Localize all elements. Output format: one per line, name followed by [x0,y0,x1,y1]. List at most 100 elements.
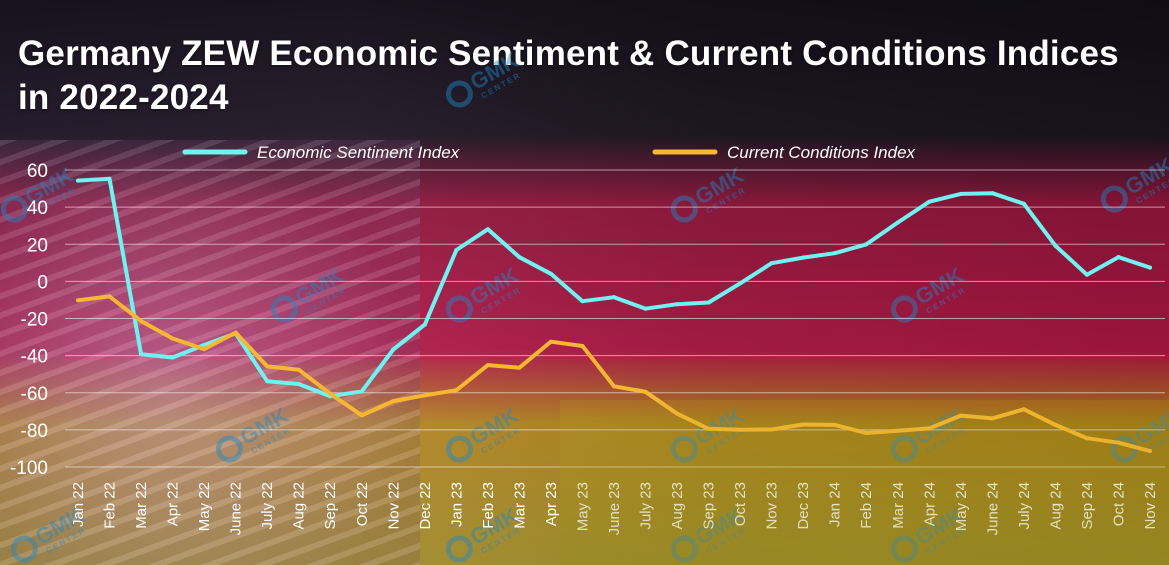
data-point [328,391,333,396]
data-point [738,281,743,286]
y-tick-label: 0 [37,272,48,293]
data-point [832,251,837,256]
data-point [1084,436,1089,441]
data-point [1116,255,1121,260]
x-tick-label: Sep 23 [701,482,718,530]
data-point [895,220,900,225]
x-tick-label: Aug 22 [291,482,308,530]
x-tick-label: Apr 22 [165,482,182,526]
data-point [580,299,585,304]
data-point [927,426,932,431]
data-point [517,365,522,370]
data-point [107,294,112,299]
data-point [359,413,364,418]
watermark-ring-icon [445,535,473,563]
data-point [990,416,995,421]
data-point [265,379,270,384]
x-tick-label: Apr 23 [543,482,560,526]
data-point [296,382,301,387]
y-tick-label: -20 [21,310,48,331]
data-point [927,199,932,204]
x-tick-label: July 24 [1016,482,1033,530]
x-tick-label: June 23 [606,482,623,535]
x-tick-label: Nov 24 [1142,482,1159,530]
data-point [233,330,238,335]
x-tick-label: Oct 22 [354,482,371,526]
data-point [643,389,648,394]
x-tick-label: July 22 [259,482,276,530]
x-tick-label: Jan 22 [70,482,87,527]
y-tick-label: -80 [21,421,48,442]
y-tick-label: -60 [21,384,48,405]
watermark-ring-icon [10,535,38,563]
data-point [170,336,175,341]
data-point [706,300,711,305]
data-point [1148,265,1152,270]
watermark-ring-icon [1100,185,1128,213]
data-point [1084,272,1089,277]
data-point [391,347,396,352]
data-point [738,427,743,432]
y-tick-label: 60 [27,161,48,182]
economic-sentiment-line [76,176,1152,399]
data-point [612,295,616,300]
legend-label-sentiment: Economic Sentiment Index [257,143,460,162]
y-tick-label: -40 [21,347,48,368]
watermark-ring-icon [890,295,918,323]
x-tick-label: Oct 24 [1110,482,1127,526]
data-point [1053,422,1058,427]
x-tick-label: Mar 23 [511,482,528,529]
data-point [1021,201,1026,206]
chart-title: Germany ZEW Economic Sentiment & Current… [18,34,1119,117]
data-point [1053,243,1058,248]
x-tick-label: June 24 [984,482,1001,535]
data-point [76,178,80,183]
data-point [895,428,900,433]
x-tick-label: Mar 22 [133,482,150,529]
x-tick-label: Aug 24 [1047,482,1064,530]
x-tick-label: Sep 24 [1079,482,1096,530]
x-tick-label: Apr 24 [921,482,938,526]
data-point [580,343,585,348]
data-point [801,422,806,427]
x-tick-label: Dec 22 [417,482,434,530]
data-point [454,248,459,253]
data-point [675,411,680,416]
data-point [864,242,869,247]
x-tick-label: Feb 24 [858,482,875,529]
data-point [391,399,396,404]
data-point [958,191,963,196]
y-tick-label: -100 [10,458,48,479]
x-tick-label: Dec 23 [795,482,812,530]
data-point [265,364,270,369]
x-tick-label: Jan 24 [827,482,844,527]
data-point [612,384,616,389]
x-tick-label: June 22 [228,482,245,535]
watermark-ring-icon [670,435,698,463]
x-tick-label: Nov 22 [385,482,402,530]
data-point [1148,449,1152,454]
data-point [139,352,144,357]
x-tick-label: Mar 24 [890,482,907,529]
data-point [990,191,995,196]
x-tick-label: May 22 [196,482,213,531]
watermark-ring-icon [215,435,243,463]
data-point [139,319,144,324]
watermark-ring-icon [445,435,473,463]
watermark-ring-icon [890,535,918,563]
data-point [422,322,427,327]
watermark-ring-icon [445,295,473,323]
data-point [454,388,459,393]
data-point [864,431,869,436]
data-point [548,339,553,344]
data-point [202,347,207,352]
